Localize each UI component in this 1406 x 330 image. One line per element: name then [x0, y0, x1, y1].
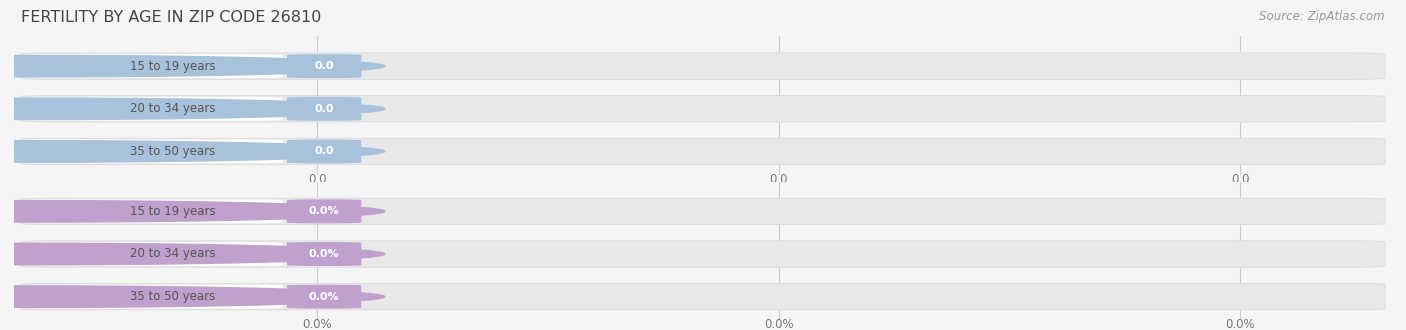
FancyBboxPatch shape	[21, 97, 283, 121]
Text: 0.0: 0.0	[308, 173, 326, 186]
FancyBboxPatch shape	[21, 138, 1385, 165]
Text: 20 to 34 years: 20 to 34 years	[129, 248, 215, 260]
FancyBboxPatch shape	[21, 53, 1385, 80]
FancyBboxPatch shape	[21, 198, 1385, 225]
Text: 15 to 19 years: 15 to 19 years	[129, 60, 215, 73]
FancyBboxPatch shape	[21, 54, 283, 78]
Text: 0.0%: 0.0%	[309, 249, 339, 259]
Text: 0.0%: 0.0%	[763, 318, 793, 330]
Circle shape	[0, 141, 385, 162]
FancyBboxPatch shape	[287, 199, 361, 223]
Text: 0.0%: 0.0%	[309, 206, 339, 216]
Text: FERTILITY BY AGE IN ZIP CODE 26810: FERTILITY BY AGE IN ZIP CODE 26810	[21, 10, 322, 25]
Text: Source: ZipAtlas.com: Source: ZipAtlas.com	[1260, 10, 1385, 23]
Text: 0.0%: 0.0%	[1226, 318, 1256, 330]
Text: 15 to 19 years: 15 to 19 years	[129, 205, 215, 218]
Text: 35 to 50 years: 35 to 50 years	[129, 290, 215, 303]
Text: 0.0: 0.0	[315, 147, 333, 156]
FancyBboxPatch shape	[287, 97, 361, 121]
FancyBboxPatch shape	[287, 285, 361, 309]
Circle shape	[0, 243, 385, 265]
FancyBboxPatch shape	[287, 242, 361, 266]
FancyBboxPatch shape	[21, 140, 283, 163]
FancyBboxPatch shape	[21, 96, 1385, 122]
FancyBboxPatch shape	[287, 140, 361, 163]
Text: 0.0: 0.0	[1232, 173, 1250, 186]
Circle shape	[0, 201, 385, 222]
FancyBboxPatch shape	[287, 54, 361, 78]
Text: 20 to 34 years: 20 to 34 years	[129, 102, 215, 115]
FancyBboxPatch shape	[21, 285, 283, 309]
Text: 0.0: 0.0	[769, 173, 787, 186]
Text: 0.0: 0.0	[315, 104, 333, 114]
FancyBboxPatch shape	[21, 199, 283, 223]
Text: 0.0%: 0.0%	[302, 318, 332, 330]
Text: 0.0%: 0.0%	[309, 292, 339, 302]
FancyBboxPatch shape	[21, 283, 1385, 310]
Text: 0.0: 0.0	[315, 61, 333, 71]
Circle shape	[0, 55, 385, 77]
FancyBboxPatch shape	[21, 242, 283, 266]
Text: 35 to 50 years: 35 to 50 years	[129, 145, 215, 158]
Circle shape	[0, 286, 385, 307]
Circle shape	[0, 98, 385, 119]
FancyBboxPatch shape	[21, 241, 1385, 267]
